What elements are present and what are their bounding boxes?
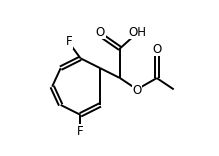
Text: O: O: [96, 26, 105, 39]
Text: F: F: [66, 35, 72, 48]
Text: F: F: [77, 125, 84, 138]
Text: O: O: [152, 43, 161, 56]
Text: OH: OH: [128, 26, 146, 39]
Text: O: O: [132, 84, 142, 97]
